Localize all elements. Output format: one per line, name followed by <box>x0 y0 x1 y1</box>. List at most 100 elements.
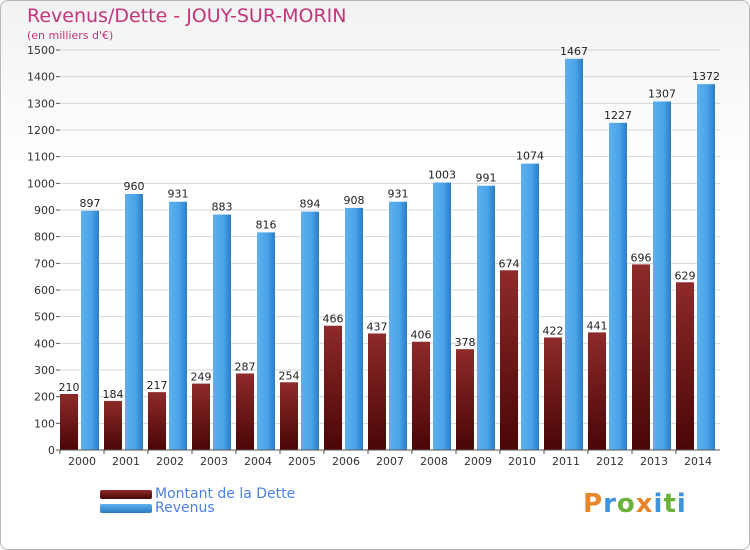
bar-revenus <box>257 232 275 450</box>
data-label-dette: 466 <box>323 313 344 326</box>
bar-dette <box>280 382 298 450</box>
data-label-dette: 249 <box>191 371 212 384</box>
bar-revenus <box>477 185 495 450</box>
bar-revenus <box>521 163 539 450</box>
bar-revenus <box>81 210 99 450</box>
data-label-revenus: 816 <box>256 218 277 231</box>
bar-dette <box>676 282 694 450</box>
x-tick-label: 2001 <box>112 455 140 468</box>
bar-revenus <box>345 207 363 450</box>
data-label-dette: 287 <box>235 360 256 373</box>
bar-revenus <box>213 214 231 450</box>
y-tick-label: 400 <box>34 337 55 350</box>
proxiti-logo: Proxiti <box>583 489 687 519</box>
x-tick-label: 2000 <box>68 455 96 468</box>
y-tick-label: 1400 <box>27 71 55 84</box>
data-label-dette: 437 <box>367 320 388 333</box>
bar-revenus <box>433 182 451 451</box>
y-tick-label: 800 <box>34 231 55 244</box>
chart-subtitle: (en milliers d'€) <box>27 29 114 42</box>
bar-dette <box>192 383 210 450</box>
x-tick-label: 2014 <box>684 455 712 468</box>
bar-dette <box>236 373 254 450</box>
data-label-dette: 254 <box>279 369 300 382</box>
data-label-revenus: 883 <box>212 201 233 214</box>
data-label-revenus: 1003 <box>428 169 456 182</box>
legend-swatch-dette <box>100 490 152 499</box>
bar-dette <box>60 394 78 450</box>
bar-dette <box>104 400 122 450</box>
y-tick-label: 1500 <box>27 44 55 57</box>
data-label-dette: 210 <box>59 381 80 394</box>
x-tick-label: 2013 <box>640 455 668 468</box>
x-tick-label: 2011 <box>552 455 580 468</box>
bar-revenus <box>653 101 671 450</box>
x-tick-label: 2012 <box>596 455 624 468</box>
bar-dette <box>500 270 518 450</box>
data-label-revenus: 931 <box>168 188 189 201</box>
data-label-dette: 696 <box>631 251 652 264</box>
bar-dette <box>412 341 430 450</box>
bar-revenus <box>565 58 583 451</box>
data-label-dette: 422 <box>543 324 564 337</box>
bar-revenus <box>301 211 319 450</box>
x-tick-label: 2007 <box>376 455 404 468</box>
bar-revenus <box>697 84 715 450</box>
data-label-revenus: 1074 <box>516 150 544 163</box>
y-tick-label: 500 <box>34 311 55 324</box>
data-label-revenus: 1227 <box>604 109 632 122</box>
bar-dette <box>588 332 606 450</box>
x-tick-label: 2009 <box>464 455 492 468</box>
data-label-dette: 629 <box>675 269 696 282</box>
y-tick-label: 100 <box>34 417 55 430</box>
y-tick-label: 900 <box>34 204 55 217</box>
data-label-revenus: 1467 <box>560 45 588 58</box>
data-label-dette: 674 <box>499 257 520 270</box>
x-tick-label: 2006 <box>332 455 360 468</box>
bar-dette <box>544 337 562 450</box>
bar-dette <box>632 264 650 450</box>
data-label-dette: 441 <box>587 319 608 332</box>
data-label-dette: 184 <box>103 388 124 401</box>
y-tick-label: 200 <box>34 391 55 404</box>
y-tick-label: 700 <box>34 257 55 270</box>
y-tick-label: 600 <box>34 284 55 297</box>
data-label-revenus: 894 <box>300 198 321 211</box>
x-tick-label: 2003 <box>200 455 228 468</box>
y-tick-label: 1300 <box>27 97 55 110</box>
x-tick-label: 2010 <box>508 455 536 468</box>
data-label-revenus: 960 <box>124 180 145 193</box>
data-label-dette: 406 <box>411 329 432 342</box>
y-tick-label: 300 <box>34 364 55 377</box>
data-label-revenus: 908 <box>344 194 365 207</box>
bar-dette <box>456 349 474 450</box>
bar-revenus <box>125 194 143 450</box>
data-label-revenus: 1372 <box>692 70 720 83</box>
data-label-dette: 378 <box>455 336 476 349</box>
y-tick-label: 0 <box>48 444 55 457</box>
y-tick-label: 1200 <box>27 124 55 137</box>
bar-revenus <box>389 201 407 450</box>
data-label-revenus: 897 <box>80 197 101 210</box>
chart-title: Revenus/Dette - JOUY-SUR-MORIN <box>27 5 347 27</box>
bars <box>60 58 715 451</box>
legend-swatch-revenus <box>100 504 152 513</box>
bar-dette <box>324 325 342 450</box>
y-tick-label: 1100 <box>27 151 55 164</box>
bar-dette <box>148 392 166 450</box>
bar-revenus <box>169 201 187 450</box>
data-labels: 210 897 184 960 217 931 249 883 287 816 254 894 466 9… <box>59 45 721 401</box>
axes: 0 100 200 300 400 500 600 700 800 900 1000 1100 1200… <box>27 44 720 468</box>
bar-revenus <box>609 122 627 451</box>
bar-dette <box>368 333 386 450</box>
data-label-revenus: 1307 <box>648 87 676 100</box>
legend-label-revenus: Revenus <box>155 500 215 516</box>
x-tick-label: 2002 <box>156 455 184 468</box>
x-tick-label: 2004 <box>244 455 272 468</box>
y-tick-label: 1000 <box>27 177 55 190</box>
data-label-revenus: 991 <box>476 172 497 185</box>
legend-label-dette: Montant de la Dette <box>155 486 296 502</box>
data-label-dette: 217 <box>147 379 168 392</box>
x-tick-label: 2005 <box>288 455 316 468</box>
